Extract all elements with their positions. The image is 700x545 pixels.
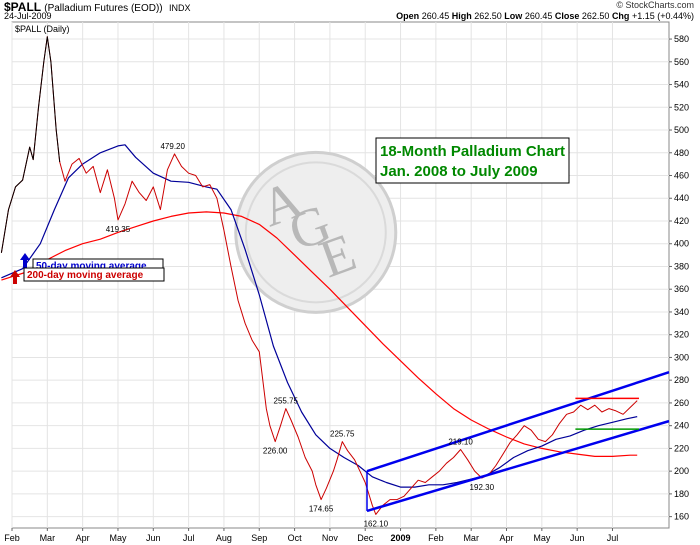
- x-tick-label: Jul: [183, 533, 195, 543]
- y-tick-label: 380: [674, 261, 689, 271]
- price-label: 174.65: [309, 505, 334, 514]
- price-label: 255.75: [274, 397, 299, 406]
- open-value: 260.45: [421, 11, 450, 21]
- x-tick-label: Nov: [322, 533, 339, 543]
- y-tick-label: 480: [674, 148, 689, 158]
- price-label: 225.75: [330, 430, 355, 439]
- symbol-line: $PALL (Palladium Futures (EOD)) INDX: [4, 0, 190, 14]
- chg-label: Chg: [611, 11, 630, 21]
- y-tick-label: 180: [674, 489, 689, 499]
- x-tick-label: Apr: [76, 533, 90, 543]
- price-label: 226.00: [263, 447, 288, 456]
- x-tick-label: Sep: [251, 533, 267, 543]
- x-tick-label: May: [533, 533, 551, 543]
- x-tick-label: Aug: [216, 533, 232, 543]
- channel-lower-line: [366, 419, 670, 513]
- y-tick-label: 340: [674, 307, 689, 317]
- ma50-arrow-icon: [20, 253, 30, 268]
- chart-title-line1: 18-Month Palladium Chart: [380, 143, 565, 160]
- quote-line: Open 260.45 High 262.50 Low 260.45 Close…: [396, 11, 694, 21]
- ma50-label: 50-day moving average: [36, 261, 147, 272]
- price-line: [0, 36, 638, 515]
- x-tick-label: Dec: [357, 533, 374, 543]
- high-label: High: [451, 11, 472, 21]
- ma200-arrow-icon: [10, 270, 20, 284]
- price-label: 419.35: [106, 225, 131, 234]
- y-tick-label: 520: [674, 102, 689, 112]
- x-tick-label: 2009: [391, 533, 411, 543]
- y-tick-label: 240: [674, 421, 689, 431]
- y-tick-label: 400: [674, 239, 689, 249]
- ma200-line: [1, 211, 638, 457]
- channel-upper-line: [366, 371, 670, 473]
- high-value: 262.50: [474, 11, 502, 21]
- y-tick-label: 200: [674, 466, 689, 476]
- x-tick-label: Jun: [570, 533, 585, 543]
- price-line-early: [0, 36, 61, 253]
- ma200-label-box: [23, 267, 165, 282]
- ma200-label: 200-day moving average: [27, 270, 144, 281]
- y-tick-label: 440: [674, 193, 689, 203]
- y-tick-label: 320: [674, 330, 689, 340]
- y-tick-label: 580: [674, 34, 689, 44]
- x-tick-label: Feb: [4, 533, 20, 543]
- open-label: Open: [396, 11, 420, 21]
- close-value: 262.50: [581, 11, 610, 21]
- x-tick-label: Mar: [40, 533, 56, 543]
- y-tick-label: 540: [674, 80, 689, 90]
- price-label: 219.10: [448, 438, 473, 447]
- title-box: [375, 137, 570, 184]
- logo-coin: [234, 150, 398, 314]
- symbol: $PALL: [4, 0, 41, 14]
- chg-value: +1.15 (+0.44%): [631, 11, 694, 21]
- exchange: INDX: [168, 3, 191, 13]
- chart-header: $PALL (Palladium Futures (EOD)) INDX 24-…: [0, 0, 700, 22]
- y-tick-label: 360: [674, 284, 689, 294]
- panel-label: $PALL (Daily): [15, 24, 70, 34]
- y-tick-label: 280: [674, 375, 689, 385]
- y-tick-label: 260: [674, 398, 689, 408]
- x-tick-label: Jul: [607, 533, 619, 543]
- instrument-name: (Palladium Futures (EOD)): [44, 3, 163, 14]
- price-label: 162.10: [364, 519, 389, 528]
- y-tick-label: 220: [674, 443, 689, 453]
- x-tick-label: Jun: [146, 533, 161, 543]
- x-tick-label: Oct: [288, 533, 303, 543]
- close-label: Close: [554, 11, 580, 21]
- logo-coin-inner-ring: [244, 161, 387, 304]
- x-tick-label: Feb: [428, 533, 444, 543]
- x-tick-label: Apr: [500, 533, 514, 543]
- price-label: 479.20: [160, 142, 185, 151]
- price-label: 192.30: [470, 483, 495, 492]
- y-tick-label: 420: [674, 216, 689, 226]
- x-tick-label: Mar: [463, 533, 479, 543]
- x-tick-label: May: [109, 533, 127, 543]
- y-tick-label: 300: [674, 352, 689, 362]
- low-value: 260.45: [524, 11, 553, 21]
- ma50-line: [1, 144, 638, 488]
- y-tick-label: 160: [674, 512, 689, 522]
- low-label: Low: [504, 11, 523, 21]
- watermark: © StockCharts.com: [616, 0, 694, 10]
- chart-title-line2: Jan. 2008 to July 2009: [380, 163, 538, 180]
- chart-date: 24-Jul-2009: [4, 11, 52, 21]
- y-tick-label: 500: [674, 125, 689, 135]
- y-tick-label: 460: [674, 171, 689, 181]
- y-tick-label: 560: [674, 57, 689, 67]
